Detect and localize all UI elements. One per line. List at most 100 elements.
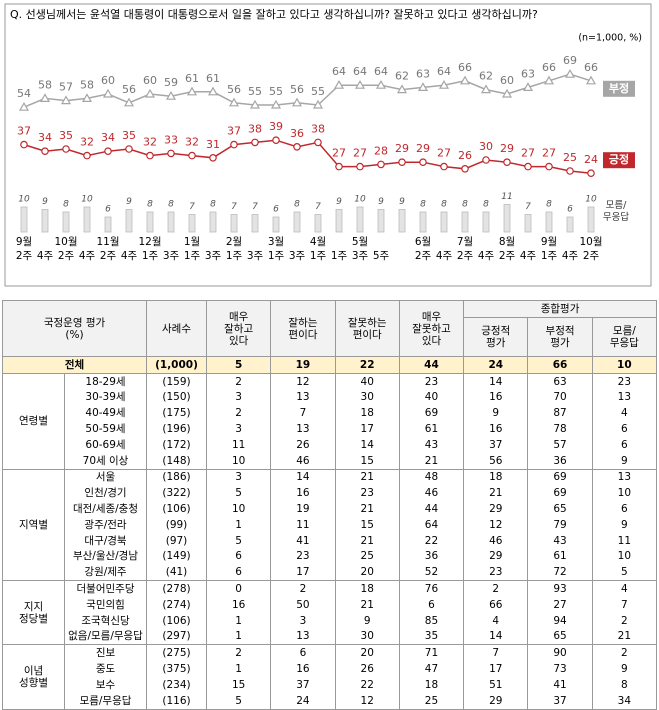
x-tick-label: 1주: [184, 250, 201, 262]
row-label: 서울: [64, 468, 147, 486]
cell: 34: [591, 692, 658, 710]
cell: 6: [591, 501, 658, 517]
text-line: 이념: [23, 664, 44, 677]
cell: 6: [270, 644, 336, 662]
line: [23, 73, 592, 108]
cell: 9: [334, 612, 400, 629]
cell: 13: [270, 628, 336, 645]
header-cell: 매우 잘하고 있다: [205, 300, 272, 357]
data-label: 9: [42, 197, 48, 207]
cell: 20: [334, 644, 400, 662]
data-label: 27: [521, 147, 535, 160]
body-row: 중도 (375) 1 16 26 47 17 73 9: [3, 661, 658, 677]
text-line: 매우: [421, 310, 442, 323]
group-label: 연령별: [2, 372, 65, 470]
cell: 2: [463, 580, 529, 597]
text-line: 잘하는: [288, 316, 318, 329]
marker: [230, 140, 238, 149]
data-label: 10: [585, 195, 597, 205]
text-line: 국정운영 평가: [43, 316, 106, 329]
marker: [398, 158, 406, 167]
text-line: 지역별: [19, 518, 48, 531]
data-label: 64: [353, 65, 367, 78]
header-cell: 사례수: [146, 300, 207, 357]
header-cell: 매우 잘못하고 있다: [398, 300, 465, 357]
data-label: 38: [248, 122, 262, 135]
data-label: 10: [354, 195, 366, 205]
cell: (172): [146, 436, 207, 453]
data-label: 9: [336, 197, 342, 207]
data-label: 32: [80, 136, 94, 149]
cell: 23: [334, 485, 400, 502]
bar: [440, 211, 448, 233]
data-label: 54: [17, 87, 31, 100]
cell: 23: [463, 564, 529, 581]
group-label: 지역별: [2, 468, 65, 582]
cell: 57: [527, 436, 593, 453]
cell: 23: [270, 548, 336, 565]
cell: 16: [270, 485, 336, 502]
chart-frame: [4, 3, 652, 287]
table: 국정운영 평가 (%) 사례수 매우 잘하고 있다 잘하는 편이다 잘못하는 편이다 매우 잘못하고 있…: [2, 300, 658, 710]
cell: 44: [398, 501, 465, 517]
body-row: 국민의힘 (274) 16 50 21 6 66 27 7: [3, 596, 658, 613]
data-label: 9: [126, 197, 132, 207]
data-label: 62: [395, 70, 409, 83]
data-label: 32: [143, 136, 157, 149]
data-label: 33: [164, 133, 178, 146]
cell: 16: [463, 389, 529, 406]
row-label: 전체: [2, 356, 147, 374]
row-label: 부산/울산/경남: [64, 548, 147, 565]
data-label: 6: [105, 205, 111, 215]
data-label: 36: [290, 127, 304, 140]
marker: [564, 68, 576, 78]
bar: [167, 211, 175, 233]
data-label: 66: [584, 61, 598, 74]
header-cell: 종합평가: [463, 300, 657, 318]
data-label: 7: [525, 202, 531, 212]
cell: 10: [591, 485, 658, 502]
cell: 48: [398, 468, 465, 486]
text-line: 무응답: [609, 337, 639, 349]
cell: 13: [591, 468, 658, 486]
cell: 23: [398, 372, 465, 390]
marker: [83, 151, 91, 160]
cell: 2: [270, 580, 336, 597]
row-label: 더불어민주당: [64, 580, 147, 597]
line: [23, 139, 592, 174]
bar: [188, 214, 196, 233]
cell: 0: [205, 580, 272, 597]
cell: 6: [591, 421, 658, 437]
cell: 20: [334, 564, 400, 581]
x-tick-label: 3주: [163, 250, 180, 262]
cell: 94: [527, 612, 593, 629]
row-label: 50-59세: [64, 421, 147, 437]
bar: [293, 211, 301, 233]
row-label: 대구/경북: [64, 532, 147, 549]
marker: [503, 158, 511, 167]
marker: [81, 93, 93, 102]
cell: 70: [527, 389, 593, 406]
legend-label: 긍정: [609, 152, 629, 166]
marker: [123, 97, 135, 107]
data-label: 56: [227, 83, 241, 96]
cell: 43: [398, 436, 465, 453]
x-tick-label: 5주: [373, 250, 390, 262]
data-label: 56: [290, 83, 304, 96]
data-label: 8: [483, 200, 489, 210]
cell: 65: [527, 501, 593, 517]
data-label: 66: [458, 61, 472, 74]
body-row: 60-69세 (172) 11 26 14 43 37 57 6: [3, 436, 658, 453]
cell: 21: [334, 468, 400, 486]
data-label: 11: [501, 192, 512, 202]
row-label: 광주/전라: [64, 516, 147, 533]
bar: [41, 209, 49, 233]
cell: 6: [398, 596, 465, 613]
marker: [356, 162, 364, 171]
x-tick-label: 1주: [310, 250, 327, 262]
legend-swatch: [603, 152, 635, 169]
marker: [459, 75, 471, 85]
data-label: 7: [231, 202, 237, 212]
cell: 7: [591, 596, 658, 613]
marker: [39, 93, 51, 102]
